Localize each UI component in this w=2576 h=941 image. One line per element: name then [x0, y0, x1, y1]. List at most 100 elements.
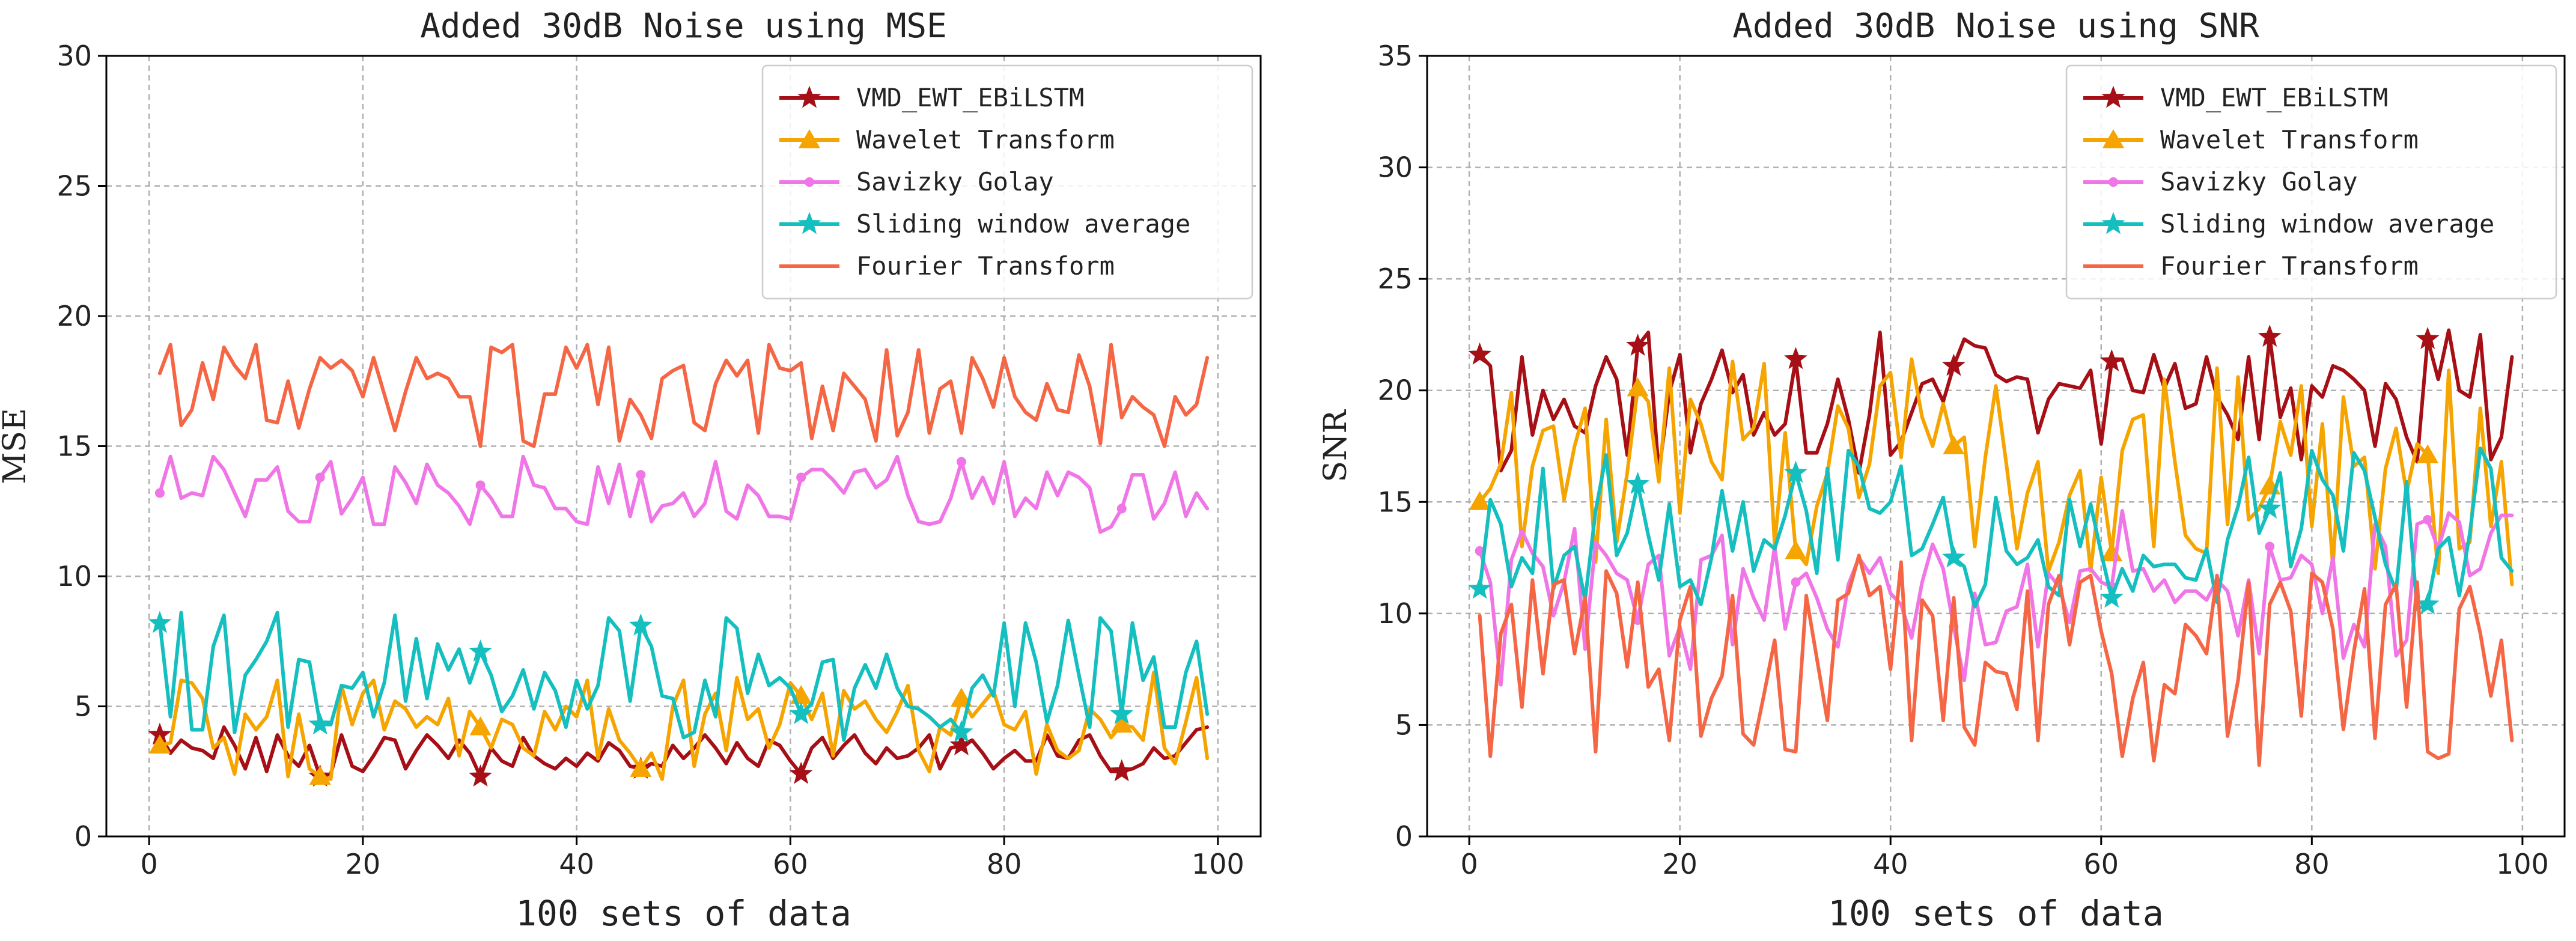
data-marker-wavelet-transform [1943, 435, 1965, 454]
data-marker-savizky-golay [636, 470, 646, 480]
y-tick-label: 0 [1395, 820, 1413, 853]
legend-label-wavelet-transform: Wavelet Transform [856, 125, 1115, 154]
y-tick-label: 25 [56, 170, 92, 203]
y-tick-label: 25 [1377, 263, 1413, 295]
y-tick-label: 5 [1395, 708, 1413, 741]
legend-marker-vmd-ewt-ebilstm [797, 85, 821, 108]
data-marker-sliding-window-average [148, 611, 172, 633]
y-tick-label: 20 [56, 300, 92, 332]
data-marker-vmd-ewt-ebilstm [2099, 349, 2124, 371]
legend-marker-wavelet-transform [799, 129, 820, 148]
series-line-savizky-golay [157, 454, 1210, 534]
data-marker-wavelet-transform [148, 734, 171, 754]
y-axis-label: MSE [0, 408, 33, 484]
data-marker-sliding-window-average [2258, 496, 2282, 519]
data-marker-sliding-window-average [1626, 472, 1649, 495]
data-marker-savizky-golay [956, 457, 966, 467]
x-axis-label: 100 sets of data [516, 893, 851, 934]
legend-marker-vmd-ewt-ebilstm [2101, 85, 2125, 108]
series-line-fourier-transform [1478, 553, 2514, 767]
y-tick-label: 10 [56, 560, 92, 592]
data-marker-wavelet-transform [1110, 713, 1133, 733]
data-marker-savizky-golay [796, 472, 806, 483]
series-line-wavelet-transform [157, 671, 1210, 781]
data-marker-sliding-window-average [629, 613, 653, 636]
y-axis-label: SNR [1318, 409, 1354, 483]
chart-title: Added 30dB Noise using MSE [420, 7, 947, 46]
data-marker-savizky-golay [2265, 541, 2275, 552]
data-marker-wavelet-transform [2417, 444, 2439, 463]
data-marker-wavelet-transform [309, 766, 331, 785]
legend-label-vmd-ewt-ebilstm: VMD_EWT_EBiLSTM [2160, 83, 2388, 112]
series-line-savizky-golay [1478, 509, 2514, 687]
legend-marker-sliding-window-average [2101, 212, 2125, 234]
y-tick-label: 15 [56, 430, 92, 463]
x-tick-label: 20 [1662, 848, 1698, 880]
legend-label-wavelet-transform: Wavelet Transform [2160, 125, 2419, 154]
x-tick-label: 0 [1460, 848, 1478, 880]
data-marker-vmd-ewt-ebilstm [789, 761, 813, 784]
legend-label-savizky-golay: Savizky Golay [2160, 167, 2358, 196]
data-marker-sliding-window-average [1110, 702, 1134, 725]
legend-label-fourier-transform: Fourier Transform [2160, 251, 2419, 281]
data-marker-vmd-ewt-ebilstm [2416, 326, 2440, 349]
data-marker-vmd-ewt-ebilstm [469, 764, 492, 787]
data-marker-vmd-ewt-ebilstm [1110, 759, 1134, 782]
legend-marker-savizky-golay [805, 177, 814, 187]
legend: VMD_EWT_EBiLSTM Wavelet Transform Savizky … [2065, 64, 2557, 300]
legend-box [761, 64, 1253, 300]
legend-box [2065, 64, 2557, 300]
y-tick-label: 0 [75, 820, 92, 853]
data-marker-savizky-golay [1116, 504, 1127, 514]
data-marker-vmd-ewt-ebilstm [2258, 324, 2282, 347]
x-tick-label: 60 [773, 848, 808, 880]
legend-marker-sliding-window-average [797, 212, 821, 234]
x-tick-label: 100 [1192, 848, 1244, 880]
x-tick-label: 0 [141, 848, 158, 880]
legend-label-fourier-transform: Fourier Transform [856, 251, 1115, 281]
series-line-sliding-window-average [1478, 446, 2514, 611]
data-marker-wavelet-transform [950, 687, 972, 707]
y-tick-label: 15 [1377, 486, 1413, 518]
series-line-vmd-ewt-ebilstm [1478, 328, 2514, 475]
series-line-sliding-window-average [157, 611, 1210, 742]
series-group [1468, 324, 2514, 767]
y-tick-label: 30 [56, 40, 92, 72]
y-tick-label: 35 [1377, 40, 1413, 72]
data-marker-vmd-ewt-ebilstm [1941, 353, 1965, 376]
series-line-fourier-transform [157, 343, 1210, 448]
data-marker-sliding-window-average [2099, 585, 2124, 608]
x-tick-label: 80 [987, 848, 1022, 880]
data-marker-savizky-golay [154, 488, 165, 498]
data-marker-vmd-ewt-ebilstm [949, 733, 973, 755]
x-tick-label: 40 [559, 848, 594, 880]
legend-marker-savizky-golay [2109, 177, 2118, 187]
data-marker-wavelet-transform [1469, 491, 1491, 510]
data-marker-vmd-ewt-ebilstm [1784, 347, 1807, 370]
data-marker-sliding-window-average [1468, 576, 1492, 599]
data-marker-sliding-window-average [469, 639, 492, 662]
chart-title: Added 30dB Noise using SNR [1732, 7, 2259, 46]
legend-label-vmd-ewt-ebilstm: VMD_EWT_EBiLSTM [856, 83, 1084, 112]
y-tick-label: 5 [75, 690, 92, 723]
data-marker-wavelet-transform [469, 716, 492, 735]
plot-frame [1426, 55, 2566, 838]
y-tick-label: 10 [1377, 597, 1413, 630]
data-marker-savizky-golay [475, 480, 486, 490]
data-marker-wavelet-transform [1785, 540, 1807, 559]
data-marker-vmd-ewt-ebilstm [1626, 333, 1649, 356]
mse-chart-panel: 0 20 40 60 80 100 0 5 10 15 20 25 30 Added 30dB Noise… [0, 7, 1262, 934]
data-marker-savizky-golay [2423, 514, 2433, 525]
x-axis-label: 100 sets of data [1828, 893, 2164, 934]
data-marker-sliding-window-average [949, 720, 973, 743]
legend-label-savizky-golay: Savizky Golay [856, 167, 1054, 196]
x-tick-label: 40 [1873, 848, 1908, 880]
series-line-wavelet-transform [1478, 357, 2514, 586]
y-tick-label: 30 [1377, 151, 1413, 184]
data-marker-sliding-window-average [1784, 460, 1807, 483]
legend-marker-wavelet-transform [2103, 129, 2124, 148]
legend-label-sliding-window-average: Sliding window average [2160, 209, 2494, 239]
data-marker-wavelet-transform [630, 758, 652, 777]
y-tick-label: 20 [1377, 374, 1413, 407]
